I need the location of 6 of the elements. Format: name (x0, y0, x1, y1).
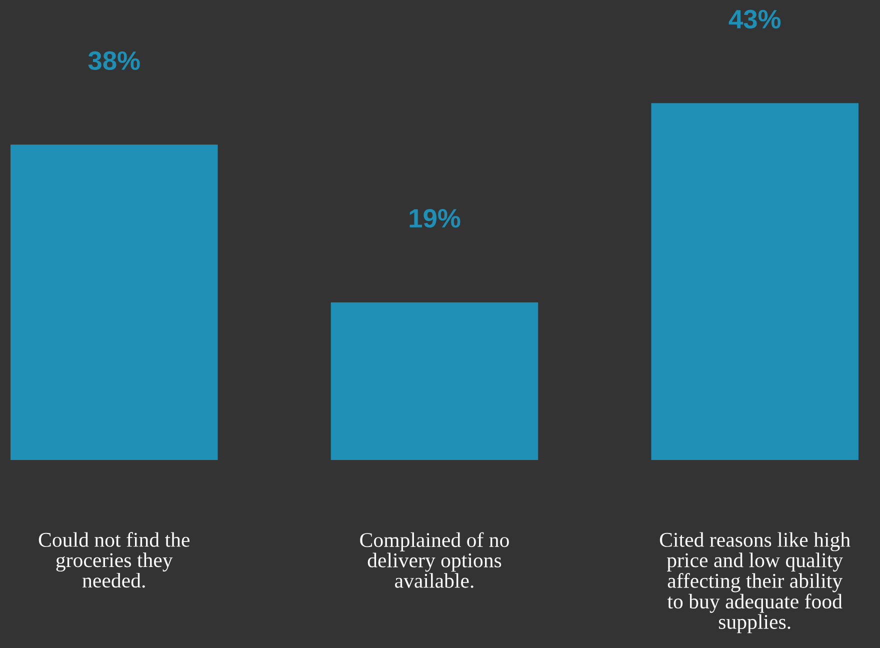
data-label: 43% (728, 10, 781, 29)
x-tick-label: Could not find the groceries they needed. (38, 532, 190, 588)
x-tick-label: Cited reasons like high price and low quality affecting their ability to buy adequate food supplies. (660, 532, 850, 634)
x-tick-label: Complained of no delivery options available. (360, 532, 509, 588)
data-label: 38% (88, 51, 140, 70)
data-label: 19% (410, 208, 460, 228)
